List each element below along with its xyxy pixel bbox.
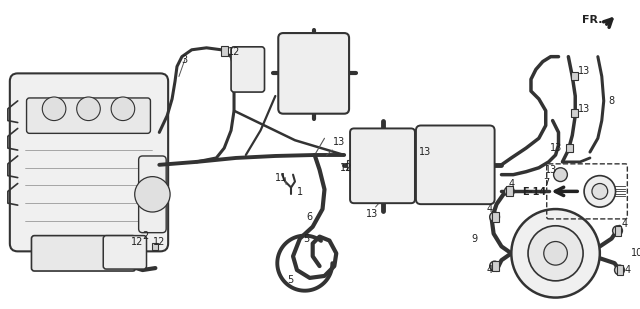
Text: 13: 13 [578,104,590,114]
Circle shape [511,209,600,298]
Bar [492,261,499,271]
Circle shape [504,186,515,196]
Bar [614,226,621,236]
FancyBboxPatch shape [278,33,349,114]
Text: 13: 13 [578,66,590,76]
Circle shape [554,168,568,182]
FancyBboxPatch shape [416,125,495,204]
Circle shape [134,177,170,212]
Circle shape [111,97,134,121]
Circle shape [434,143,477,186]
Text: 13: 13 [333,137,346,147]
FancyBboxPatch shape [350,129,415,203]
Bar [221,46,228,56]
Text: 12: 12 [340,163,352,173]
Text: 7: 7 [543,178,550,188]
FancyBboxPatch shape [26,98,150,133]
Circle shape [333,40,341,48]
FancyBboxPatch shape [231,47,264,92]
Bar [566,144,573,152]
Bar [572,72,578,80]
Circle shape [592,184,608,199]
Text: 1: 1 [297,187,303,197]
Circle shape [304,64,323,83]
Text: 8: 8 [609,96,614,106]
Text: FR.: FR. [582,15,602,25]
Circle shape [294,54,333,93]
Circle shape [286,40,294,48]
Circle shape [286,97,294,105]
Text: 13: 13 [550,143,563,153]
Text: 5: 5 [287,275,293,285]
Circle shape [528,226,583,281]
Text: 9: 9 [472,234,478,243]
Bar [616,265,623,275]
Bar [347,160,354,170]
Text: 13: 13 [419,147,431,157]
Circle shape [243,57,253,66]
Circle shape [614,265,625,275]
Circle shape [77,97,100,121]
Text: 4: 4 [508,180,515,189]
Circle shape [240,66,255,81]
FancyBboxPatch shape [31,236,136,271]
Circle shape [612,226,623,236]
Text: 13: 13 [545,165,557,175]
Circle shape [333,97,341,105]
Circle shape [490,212,499,222]
FancyBboxPatch shape [103,236,147,269]
Text: 11: 11 [275,173,287,183]
Bar [506,186,513,196]
Text: 5: 5 [303,234,310,243]
Bar [572,109,578,116]
Text: 4: 4 [486,265,493,275]
Text: 2: 2 [143,231,148,241]
Text: 10: 10 [631,248,640,258]
FancyBboxPatch shape [139,156,166,233]
Text: 12: 12 [228,47,240,57]
FancyBboxPatch shape [10,73,168,251]
Text: 4: 4 [486,204,493,214]
Text: 4: 4 [624,265,630,275]
Text: 3: 3 [182,55,188,65]
Circle shape [374,157,390,173]
Circle shape [444,154,466,176]
Circle shape [544,242,568,265]
Bar [492,212,499,222]
Circle shape [490,261,499,271]
Circle shape [584,176,616,207]
Bar [134,244,141,252]
Text: E-14: E-14 [522,187,546,197]
Bar [152,243,158,250]
Circle shape [367,149,398,180]
Text: 12: 12 [131,236,143,247]
Text: 4: 4 [621,219,627,229]
Text: 12: 12 [153,236,166,247]
Circle shape [42,97,66,121]
Text: 13: 13 [365,209,378,219]
Text: 6: 6 [307,212,313,222]
